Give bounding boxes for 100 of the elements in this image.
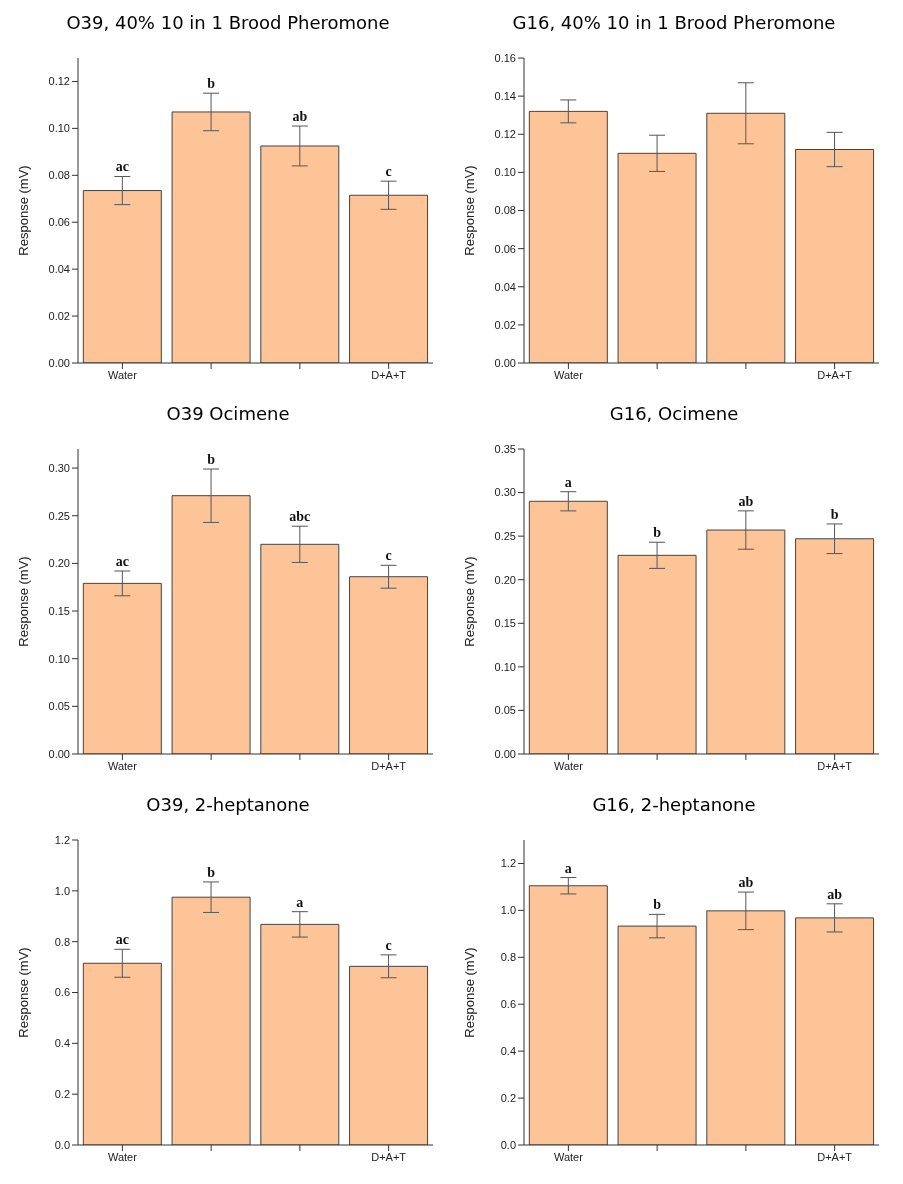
bar xyxy=(260,145,340,363)
y-tick-label: 0.2 xyxy=(54,1088,70,1101)
bar xyxy=(795,917,875,1145)
chart-title: G16, 2-heptanone xyxy=(591,793,757,817)
bar xyxy=(82,582,162,754)
bar xyxy=(82,190,162,363)
y-tick-label: 0.25 xyxy=(494,530,516,543)
y-tick-label: 0.12 xyxy=(494,128,516,141)
chart-title: O39, 40% 10 in 1 Brood Pheromone xyxy=(65,11,391,35)
y-axis-title: Response (mV) xyxy=(461,556,477,647)
data-label: b xyxy=(207,452,216,468)
y-axis-title: Response (mV) xyxy=(15,556,31,647)
y-tick-label: 0.06 xyxy=(494,242,516,255)
y-tick-label: 0.30 xyxy=(494,486,516,499)
y-tick-label: 0.10 xyxy=(48,122,70,135)
chart-title: O39, 2-heptanone xyxy=(145,793,311,817)
y-tick-label: 0.08 xyxy=(494,204,516,217)
y-tick-label: 0.08 xyxy=(48,169,70,182)
y-tick-label: 0.00 xyxy=(494,356,516,369)
chart-title: O39 Ocimene xyxy=(165,402,291,426)
y-tick-label: 0.20 xyxy=(48,557,70,570)
y-axis-title: Response (mV) xyxy=(461,947,477,1038)
x-tick-label: Water xyxy=(553,759,584,772)
y-axis-title: Response (mV) xyxy=(15,947,31,1038)
y-tick-label: 0.05 xyxy=(48,700,70,713)
y-tick-label: 0.4 xyxy=(54,1037,70,1050)
y-tick-label: 0.2 xyxy=(500,1091,516,1104)
bar xyxy=(706,529,786,754)
y-axis-title: Response (mV) xyxy=(461,165,477,256)
y-tick-label: 0.16 xyxy=(494,51,516,64)
y-tick-label: 0.8 xyxy=(54,935,70,948)
y-tick-label: 0.04 xyxy=(48,263,70,276)
data-label: b xyxy=(207,864,216,880)
bar xyxy=(260,543,340,754)
y-tick-label: 0.6 xyxy=(54,986,70,999)
data-label: ac xyxy=(115,554,129,569)
bar xyxy=(82,962,162,1145)
y-tick-label: 0.30 xyxy=(48,461,70,474)
bar xyxy=(795,538,875,754)
y-tick-label: 0.00 xyxy=(48,356,70,369)
bar xyxy=(706,112,786,363)
y-tick-label: 0.4 xyxy=(500,1045,516,1058)
bar xyxy=(349,965,429,1145)
y-tick-label: 1.2 xyxy=(500,857,516,870)
y-tick-label: 0.0 xyxy=(500,1138,516,1151)
data-label: c xyxy=(385,164,392,180)
x-tick-label: Water xyxy=(107,368,138,381)
data-label: a xyxy=(564,474,572,490)
x-tick-label: D+A+T xyxy=(371,368,407,381)
x-tick-label: D+A+T xyxy=(817,1150,853,1163)
bar xyxy=(795,149,875,363)
y-tick-label: 0.8 xyxy=(500,951,516,964)
bar xyxy=(171,111,251,363)
data-label: a xyxy=(296,894,304,910)
y-tick-label: 0.06 xyxy=(48,216,70,229)
data-label: ac xyxy=(115,932,129,948)
x-tick-label: D+A+T xyxy=(817,759,853,772)
data-label: b xyxy=(830,506,839,522)
y-tick-label: 0.14 xyxy=(494,90,516,103)
x-tick-label: D+A+T xyxy=(371,1150,407,1163)
x-tick-label: Water xyxy=(107,759,138,772)
y-tick-label: 0.00 xyxy=(48,747,70,760)
chart-title: G16, 40% 10 in 1 Brood Pheromone xyxy=(511,11,837,35)
y-tick-label: 0.10 xyxy=(494,166,516,179)
y-tick-label: 0.6 xyxy=(500,998,516,1011)
x-tick-label: D+A+T xyxy=(371,759,407,772)
bar xyxy=(617,554,697,754)
y-tick-label: 0.0 xyxy=(54,1138,70,1151)
data-label: c xyxy=(385,937,392,953)
data-label: ab xyxy=(292,109,308,125)
data-label: c xyxy=(385,548,392,564)
y-tick-label: 0.10 xyxy=(48,652,70,665)
bar xyxy=(617,925,697,1145)
bar xyxy=(528,885,608,1145)
y-tick-label: 0.05 xyxy=(494,704,516,717)
x-tick-label: Water xyxy=(553,1150,584,1163)
y-tick-label: 1.0 xyxy=(54,884,70,897)
data-label: ab xyxy=(827,886,843,902)
data-label: b xyxy=(207,76,216,92)
y-tick-label: 0.10 xyxy=(494,660,516,673)
data-label: abc xyxy=(289,509,311,525)
y-tick-label: 0.04 xyxy=(494,280,516,293)
bar xyxy=(349,194,429,363)
y-tick-label: 0.15 xyxy=(494,617,516,630)
x-tick-label: D+A+T xyxy=(817,368,853,381)
bar xyxy=(617,152,697,363)
y-tick-label: 0.20 xyxy=(494,573,516,586)
bar xyxy=(171,896,251,1145)
data-label: ab xyxy=(738,493,754,509)
y-tick-label: 0.00 xyxy=(494,747,516,760)
x-tick-label: Water xyxy=(553,368,584,381)
data-label: ab xyxy=(738,875,754,891)
bar xyxy=(349,576,429,754)
y-tick-label: 0.02 xyxy=(48,309,70,322)
y-tick-label: 0.25 xyxy=(48,509,70,522)
bar xyxy=(528,500,608,754)
bar xyxy=(171,495,251,754)
data-label: a xyxy=(564,860,572,876)
y-tick-label: 1.2 xyxy=(54,833,70,846)
y-tick-label: 0.12 xyxy=(48,75,70,88)
